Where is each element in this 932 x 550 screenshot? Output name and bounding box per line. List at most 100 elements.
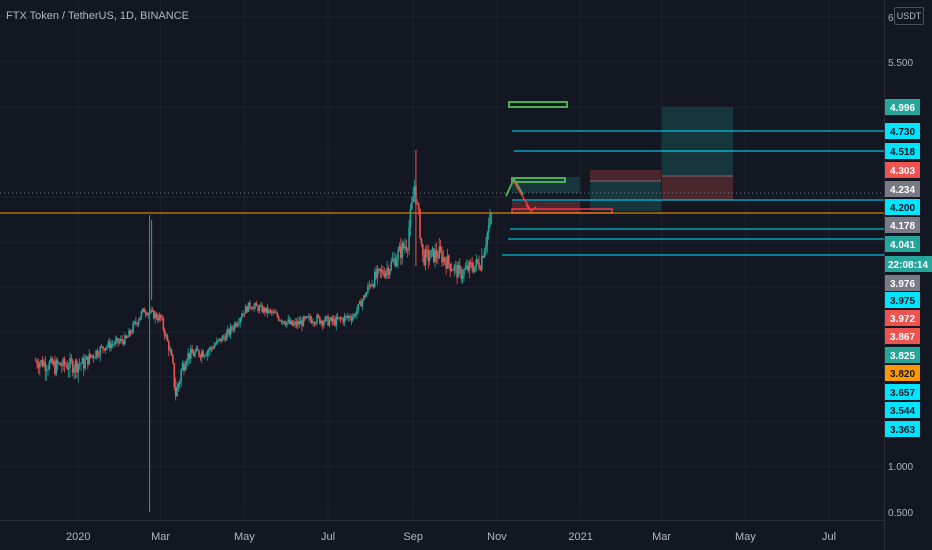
- candle-body: [144, 312, 147, 314]
- candle-body: [67, 368, 70, 369]
- candle-body: [362, 295, 365, 301]
- candle-body: [406, 250, 409, 251]
- position-box-profit: [590, 181, 661, 211]
- candle-body: [331, 317, 333, 322]
- candle-body: [327, 316, 329, 326]
- candle-body: [244, 306, 247, 314]
- candle-body: [449, 263, 452, 271]
- candle-body: [264, 307, 266, 313]
- x-tick-label: May: [234, 531, 255, 543]
- candle-body: [173, 362, 176, 388]
- candle-body: [413, 185, 416, 197]
- candle-body: [397, 251, 399, 261]
- countdown-badge: 22:08:14: [888, 260, 928, 271]
- candle-body: [71, 360, 74, 373]
- candle-body: [168, 341, 170, 351]
- candle-body: [470, 261, 472, 264]
- candle-body: [342, 318, 344, 323]
- candle-body: [291, 320, 294, 326]
- candle-body: [487, 225, 490, 233]
- candle-body: [290, 320, 292, 324]
- candle-body: [165, 335, 167, 337]
- position-box-loss: [662, 176, 733, 200]
- candle-body: [276, 312, 279, 317]
- candle-body: [371, 284, 373, 286]
- candle-body: [321, 320, 324, 326]
- candle-body: [163, 329, 166, 337]
- drawn-lines: [0, 130, 884, 256]
- candle-body: [216, 340, 218, 345]
- candle-body: [109, 341, 111, 349]
- candle-body: [308, 316, 310, 318]
- chart-title: FTX Token / TetherUS, 1D, BINANCE: [6, 10, 189, 22]
- candle-body: [203, 355, 206, 357]
- green-rectangle: [511, 177, 566, 183]
- candle-body: [378, 268, 380, 270]
- candle-body: [272, 311, 274, 313]
- candle-body: [301, 320, 303, 327]
- candle-body: [372, 284, 375, 287]
- candle-body: [428, 257, 431, 261]
- candle-body: [92, 355, 95, 358]
- candle-body: [432, 248, 435, 262]
- candle-body: [180, 370, 182, 382]
- candle-body: [279, 320, 281, 322]
- candle-body: [389, 269, 391, 275]
- candle-body: [489, 214, 491, 226]
- candle-body: [485, 245, 487, 251]
- candle-body: [63, 358, 66, 365]
- candle-body: [452, 270, 454, 271]
- candle-body: [354, 314, 357, 316]
- candle-body: [36, 360, 38, 365]
- candle-body: [214, 344, 217, 346]
- candle-body: [174, 387, 177, 397]
- candle-body: [154, 313, 156, 319]
- grid-lines: [0, 0, 884, 520]
- candle-body: [191, 348, 193, 354]
- candle-body: [103, 348, 106, 351]
- candle-body: [141, 308, 144, 312]
- candle-body: [280, 320, 283, 322]
- candle-body: [398, 246, 401, 252]
- candle-body: [111, 344, 114, 346]
- candle-body: [200, 351, 203, 358]
- candle-body: [172, 355, 174, 363]
- candle-body: [137, 320, 140, 325]
- unit-label[interactable]: USDT: [894, 7, 924, 25]
- candle-body: [239, 318, 242, 323]
- candle-body: [361, 300, 364, 307]
- candle-body: [474, 265, 476, 272]
- candle-body: [133, 321, 136, 324]
- y-tick-label: 0.500: [888, 508, 913, 519]
- price-level-badge: 4.730: [890, 127, 915, 138]
- candle-body: [323, 321, 325, 326]
- x-tick-label: 2020: [66, 531, 90, 543]
- price-level-badge-bg: [885, 199, 920, 215]
- candle-body: [188, 352, 191, 359]
- candle-body: [383, 274, 386, 277]
- candle-body: [338, 317, 340, 319]
- candle-body: [136, 323, 139, 325]
- candle-body: [183, 363, 185, 371]
- candle-body: [287, 319, 290, 322]
- candle-body: [152, 310, 155, 319]
- candle-body: [353, 314, 355, 317]
- candle-body: [402, 243, 405, 249]
- candle-body: [76, 360, 78, 373]
- candle-body: [472, 268, 475, 272]
- green-rectangle: [508, 101, 568, 108]
- candle-body: [115, 338, 118, 341]
- price-badges: 4.996 4.730 4.518 4.303 4.234 4.200 4.178 4.041…: [885, 99, 932, 437]
- candle-body: [463, 269, 465, 277]
- candle-body: [351, 316, 354, 321]
- candle-body: [379, 268, 382, 272]
- price-badge: 3.976: [890, 279, 915, 290]
- candle-body: [269, 310, 272, 311]
- price-badge-bg: [885, 347, 920, 363]
- candle-body: [328, 320, 331, 326]
- candle-body: [126, 336, 129, 338]
- price-badge-bg: [885, 292, 920, 308]
- candle-body: [95, 350, 97, 358]
- candle-body: [69, 358, 71, 369]
